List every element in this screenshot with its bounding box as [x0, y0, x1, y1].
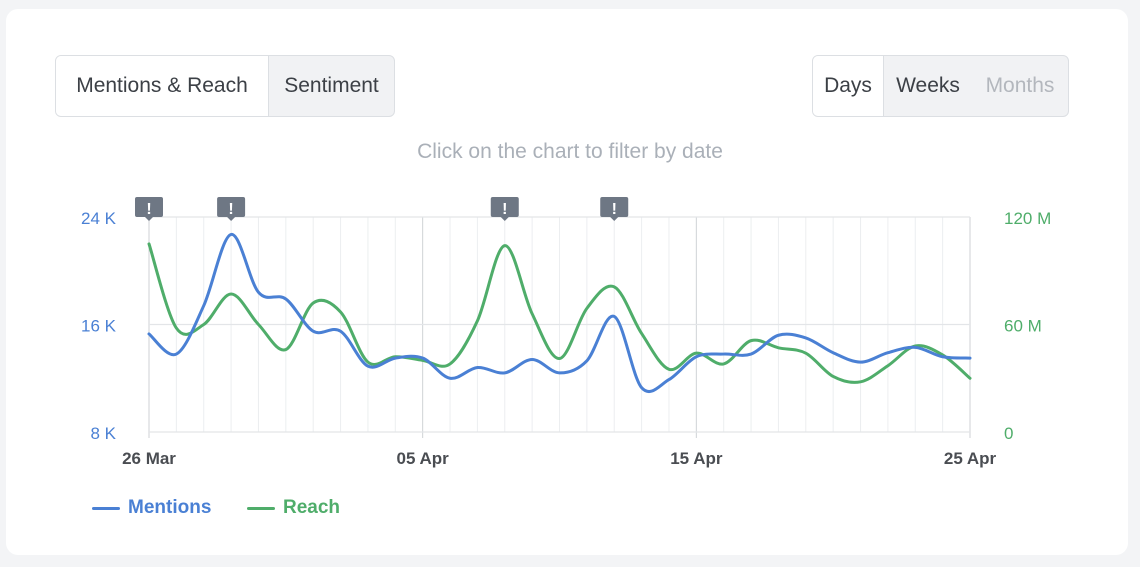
x-tick-label: 05 Apr: [397, 449, 450, 468]
svg-text:!: !: [228, 201, 233, 218]
y-right-tick-label: 120 M: [1004, 209, 1051, 228]
legend-mentions-swatch: [92, 506, 120, 510]
series-line-mentions: [147, 232, 972, 394]
chart-hint: Click on the chart to filter by date: [417, 140, 723, 163]
period-months-button: Months: [985, 74, 1055, 97]
alert-icon[interactable]: !: [135, 197, 163, 221]
y-left-tick-label: 24 K: [81, 209, 117, 228]
y-right-tick-label: 0: [1004, 424, 1013, 443]
metric-tab-group: Mentions & Reach Sentiment: [55, 55, 395, 117]
legend-mentions[interactable]: Mentions: [92, 497, 211, 519]
svg-text:!: !: [146, 201, 151, 218]
y-right-tick-label: 60 M: [1004, 317, 1042, 336]
svg-text:!: !: [612, 201, 617, 218]
period-weeks-button[interactable]: Weeks: [896, 74, 960, 97]
x-tick-label: 26 Mar: [122, 449, 176, 468]
x-tick-label: 25 Apr: [944, 449, 997, 468]
series-line-reach: [147, 242, 972, 384]
legend-reach-label: Reach: [283, 497, 341, 518]
tab-mentions-reach[interactable]: Mentions & Reach: [56, 56, 269, 116]
y-left-tick-label: 8 K: [90, 424, 116, 443]
legend-reach[interactable]: Reach: [247, 497, 340, 519]
y-left-tick-label: 16 K: [81, 317, 117, 336]
legend-mentions-label: Mentions: [128, 497, 212, 518]
alert-icon[interactable]: !: [600, 197, 629, 221]
svg-text:!: !: [502, 201, 507, 218]
x-tick-label: 15 Apr: [670, 449, 723, 468]
alert-icon[interactable]: !: [217, 197, 246, 221]
alert-icon[interactable]: !: [490, 197, 519, 221]
period-toggle-group: Days Weeks Months: [812, 55, 1069, 117]
period-days-button[interactable]: Days: [813, 56, 884, 116]
legend-reach-swatch: [247, 506, 275, 510]
tab-sentiment[interactable]: Sentiment: [284, 74, 379, 97]
